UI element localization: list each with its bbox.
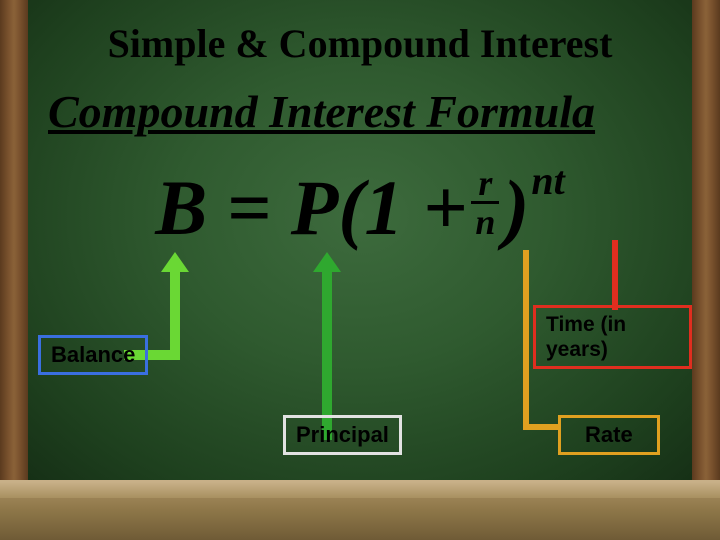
formula-fraction: rn <box>471 165 499 240</box>
page-title: Simple & Compound Interest <box>28 20 692 67</box>
slide-stage: Simple & Compound Interest Compound Inte… <box>0 0 720 540</box>
label-balance: Balance <box>38 335 148 375</box>
connector-time-vertical <box>612 240 618 310</box>
chalkboard: Simple & Compound Interest Compound Inte… <box>28 0 692 480</box>
connector-rate-vertical <box>523 250 529 430</box>
formula-after-frac: ) <box>503 163 529 253</box>
formula-prefix: B = P(1 + <box>155 163 467 253</box>
section-subtitle: Compound Interest Formula <box>48 85 595 138</box>
connector-rate-horizontal <box>523 424 558 430</box>
formula-numerator: r <box>471 165 499 204</box>
frame-right <box>692 0 720 480</box>
chalk-tray <box>0 480 720 540</box>
formula-denominator: n <box>471 204 499 240</box>
formula: B = P(1 + rn)nt <box>28 155 692 253</box>
label-principal: Principal <box>283 415 402 455</box>
arrow-principal-head <box>313 252 341 272</box>
frame-left <box>0 0 28 480</box>
formula-exponent: nt <box>531 157 564 204</box>
label-time: Time (in years) <box>533 305 692 369</box>
label-rate: Rate <box>558 415 660 455</box>
arrow-balance-vertical <box>170 270 180 360</box>
arrow-balance-head <box>161 252 189 272</box>
